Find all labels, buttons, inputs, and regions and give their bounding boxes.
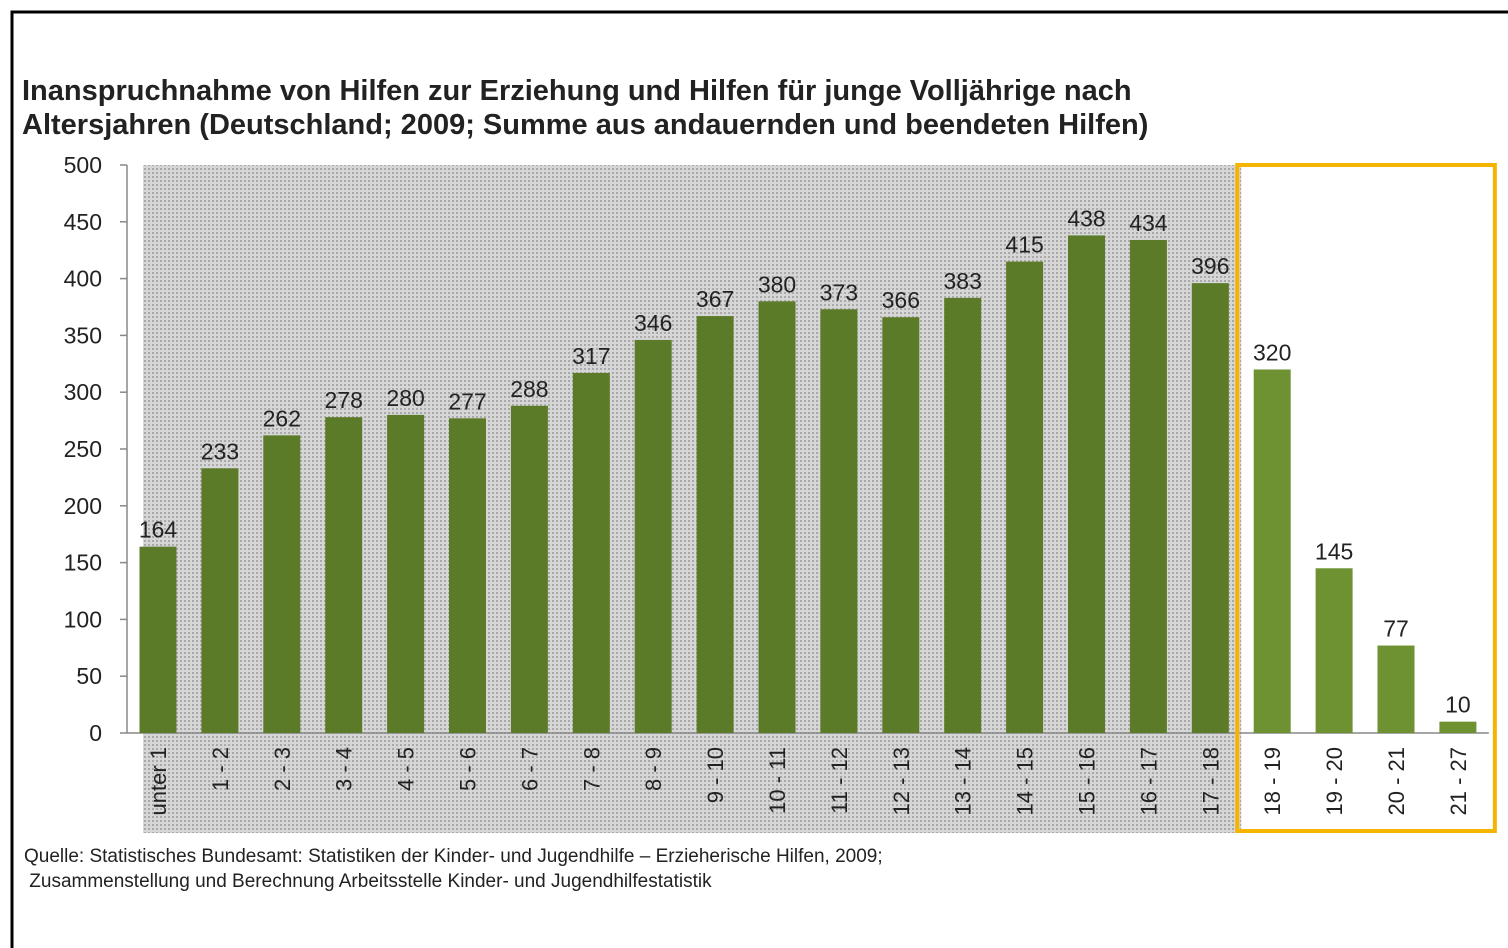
bar (696, 316, 734, 733)
x-tick-label: 3 - 4 (332, 747, 357, 791)
source-note: Zusammenstellung und Berechnung Arbeitss… (24, 871, 712, 892)
data-label: 320 (1253, 339, 1291, 365)
x-tick-label: 6 - 7 (517, 747, 542, 791)
data-label: 278 (325, 387, 363, 413)
y-tick-label: 400 (64, 266, 102, 292)
bar (634, 339, 672, 733)
chart-title: Inanspruchnahme von Hilfen zur Erziehung… (22, 75, 1132, 107)
data-label: 277 (448, 388, 486, 414)
bar (1253, 369, 1291, 733)
highlight-box (1235, 163, 1497, 833)
data-label: 317 (572, 343, 610, 369)
data-label: 288 (510, 376, 548, 402)
data-label: 233 (201, 438, 239, 464)
data-label: 262 (263, 405, 301, 431)
x-tick-label: 15 - 16 (1075, 747, 1100, 816)
x-tick-label: 2 - 3 (270, 747, 295, 791)
x-tick-label: 17 - 18 (1198, 747, 1223, 816)
data-label: 380 (758, 271, 796, 297)
data-label: 145 (1315, 538, 1353, 564)
x-tick-label: 7 - 8 (579, 747, 604, 791)
x-tick-label: 10 - 11 (765, 747, 790, 814)
data-label: 434 (1129, 210, 1168, 236)
y-tick-label: 200 (64, 493, 102, 519)
y-tick-label: 50 (76, 663, 102, 689)
data-label: 438 (1067, 205, 1105, 231)
x-tick-label: 5 - 6 (456, 747, 481, 791)
data-label: 367 (696, 286, 734, 312)
data-label: 164 (139, 517, 178, 543)
y-tick-label: 350 (64, 322, 102, 348)
bar (201, 468, 239, 733)
x-tick-label: 20 - 21 (1384, 747, 1409, 816)
bar (387, 414, 425, 733)
x-tick-label: 13 - 14 (951, 747, 976, 816)
y-tick-label: 100 (64, 606, 102, 632)
x-tick-label: 12 - 13 (889, 747, 914, 816)
bar (944, 297, 982, 733)
bar (1129, 239, 1167, 733)
bar (139, 546, 177, 733)
bar (1006, 261, 1044, 733)
y-tick-label: 0 (89, 720, 102, 746)
bar (758, 301, 796, 733)
bar (510, 405, 548, 733)
bar (1068, 235, 1105, 733)
x-tick-label: 8 - 9 (641, 747, 666, 791)
x-tick-label: unter 1 (146, 747, 171, 816)
bar (1439, 721, 1477, 733)
x-tick-label: 18 - 19 (1260, 747, 1285, 816)
y-tick-label: 450 (64, 209, 102, 235)
y-tick-label: 250 (64, 436, 102, 462)
bar (449, 418, 486, 733)
frame (10, 10, 1508, 948)
data-label: 366 (882, 287, 920, 313)
x-tick-label: 16 - 17 (1136, 747, 1161, 816)
y-tick-label: 150 (64, 550, 102, 576)
x-tick-label: 21 - 27 (1446, 747, 1471, 816)
bar (1377, 645, 1415, 733)
bar (882, 317, 920, 733)
x-tick-label: 1 - 2 (208, 747, 233, 791)
bar (263, 435, 301, 733)
bar (572, 372, 610, 733)
data-label: 280 (386, 385, 424, 411)
x-tick-label: 11 - 12 (827, 747, 852, 814)
x-tick-label: 4 - 5 (394, 747, 419, 791)
data-label: 77 (1383, 616, 1409, 642)
data-label: 415 (1005, 232, 1043, 258)
x-tick-label: 14 - 15 (1013, 747, 1038, 816)
x-tick-label: 19 - 20 (1322, 747, 1347, 816)
source-note: Quelle: Statistisches Bundesamt: Statist… (24, 846, 883, 867)
data-label: 373 (820, 279, 858, 305)
data-label: 10 (1445, 692, 1471, 718)
data-label: 383 (944, 268, 982, 294)
x-tick-label: 9 - 10 (703, 747, 728, 803)
data-label: 396 (1191, 253, 1229, 279)
bar (325, 417, 363, 733)
data-label: 346 (634, 310, 672, 336)
bar (1191, 283, 1229, 733)
y-tick-label: 500 (64, 152, 102, 178)
chart-title: Altersjahren (Deutschland; 2009; Summe a… (22, 109, 1148, 141)
bar (1315, 568, 1353, 733)
y-tick-label: 300 (64, 379, 102, 405)
bar (820, 309, 858, 733)
